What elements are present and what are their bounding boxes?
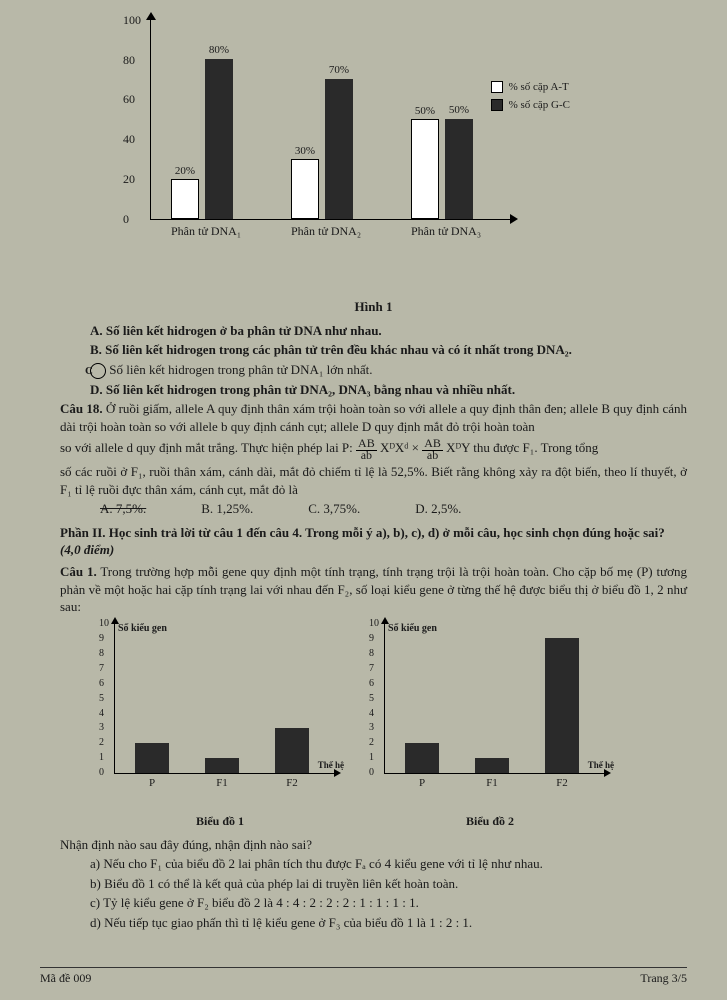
q18-text: Câu 18. Ở ruồi giấm, allele A quy định t… [60, 400, 687, 435]
section-2-title: Phần II. Học sinh trả lời từ câu 1 đến c… [60, 524, 687, 559]
panel-title: Biểu đồ 1 [90, 813, 350, 829]
bar-f1 [205, 758, 239, 773]
axes: 0 1 2 3 4 5 6 7 8 9 10 P F1 F2 Thế hệ [384, 624, 604, 774]
chart-panel-1: Số kiểu gen 0 1 2 3 4 5 6 7 8 9 10 P F1 … [90, 624, 350, 794]
bar-group-dna2: 30% 70% Phân tử DNA₂ [291, 79, 361, 219]
opt-d: D. 2,5%. [415, 500, 461, 518]
xlabel: Phân tử DNA₁ [171, 223, 241, 239]
bar-p [405, 743, 439, 773]
bar-gc: 80% [205, 59, 233, 219]
figure-1-caption: Hình 1 [60, 298, 687, 316]
q18-options: A. 7,5%. B. 1,25%. C. 3,75%. D. 2,5%. [100, 500, 687, 518]
q18-line2: so với allele d quy định mắt trắng. Thực… [60, 437, 687, 461]
bar-at: 30% [291, 159, 319, 219]
panel-title: Biểu đồ 2 [360, 813, 620, 829]
xlabel: Phân tử DNA₂ [291, 223, 361, 239]
ytick: 0 [123, 211, 129, 227]
bar-gc: 50% [445, 119, 473, 219]
opt-a: A. 7,5%. [100, 500, 146, 518]
q1-text: Câu 1. Trong trường hợp mỗi gene quy địn… [60, 563, 687, 616]
legend-label: % số cặp G-C [509, 98, 570, 113]
charts-row: Số kiểu gen 0 1 2 3 4 5 6 7 8 9 10 P F1 … [90, 624, 687, 794]
q18-line3: số các ruồi ở F₁, ruồi thân xám, cánh dà… [60, 463, 687, 498]
bar-group-dna3: 50% 50% Phân tử DNA₃ [411, 119, 481, 219]
ytick: 100 [123, 12, 141, 28]
bar-f1 [475, 758, 509, 773]
ytick: 60 [123, 92, 135, 108]
opt-c: C. 3,75%. [308, 500, 360, 518]
option-b: B. Số liên kết hidrogen trong các phân t… [90, 341, 687, 359]
bar-group-dna1: 20% 80% Phân tử DNA₁ [171, 59, 241, 219]
xlabel: Phân tử DNA₃ [411, 223, 481, 239]
ytick: 80 [123, 52, 135, 68]
fraction-2: ABab [422, 437, 443, 461]
legend-item-at: % số cặp A-T [491, 80, 570, 95]
chart1-legend: % số cặp A-T % số cặp G-C [491, 80, 570, 116]
circled-c: C [90, 363, 106, 379]
legend-label: % số cặp A-T [509, 80, 569, 95]
option-d: D. Số liên kết hidrogen trong phân tử DN… [90, 381, 687, 399]
chart1-axes: 0 20 40 60 80 100 20% 80% Phân tử DNA₁ 3… [150, 20, 510, 220]
exam-code: Mã đề 009 [40, 970, 91, 986]
bar-p [135, 743, 169, 773]
chart-panel-2: Số kiểu gen 0 1 2 3 4 5 6 7 8 9 10 P F1 … [360, 624, 620, 794]
page-number: Trang 3/5 [640, 970, 687, 986]
figure-1-chart: 0 20 40 60 80 100 20% 80% Phân tử DNA₁ 3… [120, 20, 540, 270]
ytick: 40 [123, 131, 135, 147]
bar-at: 50% [411, 119, 439, 219]
q1-a: a) Nếu cho F₁ của biểu đồ 2 lai phân tíc… [90, 855, 687, 873]
swatch-black [491, 99, 503, 111]
q1-b: b) Biểu đồ 1 có thể là kết quả của phép … [90, 875, 687, 893]
bar-f2 [545, 638, 579, 773]
swatch-white [491, 81, 503, 93]
bar-at: 20% [171, 179, 199, 219]
option-a: A. Số liên kết hidrogen ở ba phân tử DNA… [90, 322, 687, 340]
fraction-1: ABab [356, 437, 377, 461]
q1-prompt: Nhận định nào sau đây đúng, nhận định nà… [60, 836, 687, 854]
legend-item-gc: % số cặp G-C [491, 98, 570, 113]
ytick: 20 [123, 171, 135, 187]
bar-f2 [275, 728, 309, 773]
q1-c: c) Tỷ lệ kiểu gene ở F₂ biểu đồ 2 là 4 :… [90, 894, 687, 912]
axes: 0 1 2 3 4 5 6 7 8 9 10 P F1 F2 Thế hệ [114, 624, 334, 774]
q1-d: d) Nếu tiếp tục giao phấn thì tỉ lệ kiểu… [90, 914, 687, 932]
opt-b: B. 1,25%. [201, 500, 253, 518]
page-footer: Mã đề 009 Trang 3/5 [40, 967, 687, 986]
bar-gc: 70% [325, 79, 353, 219]
option-c: C Số liên kết hidrogen trong phân tử DNA… [90, 361, 687, 379]
